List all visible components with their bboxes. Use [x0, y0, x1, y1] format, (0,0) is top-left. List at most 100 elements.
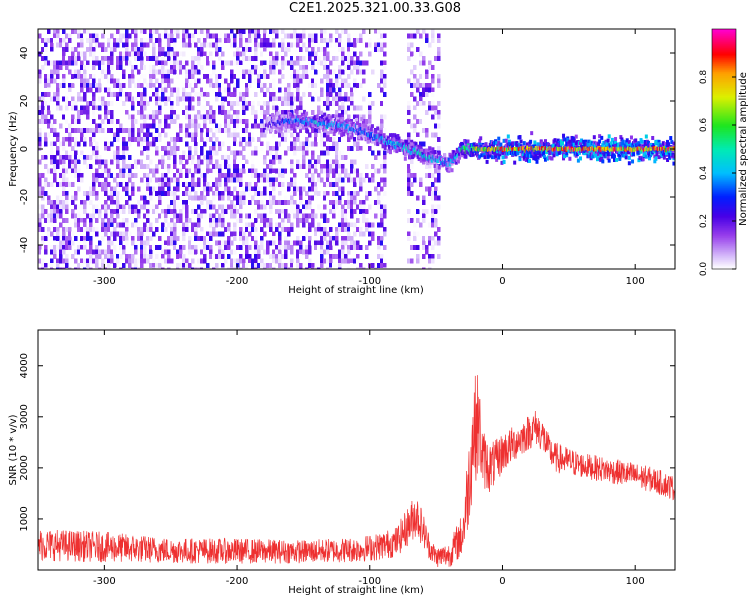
noise-cell: [98, 182, 102, 187]
noise-cell: [233, 60, 237, 66]
noise-cell: [338, 213, 342, 219]
noise-cell: [230, 92, 234, 97]
ridge-cell: [407, 148, 410, 153]
noise-cell: [335, 96, 339, 102]
noise-cell: [290, 110, 294, 115]
noise-cell: [431, 132, 435, 138]
noise-cell: [329, 146, 333, 151]
noise-cell: [185, 60, 189, 66]
noise-cell: [353, 258, 357, 264]
ridge-halo: [310, 116, 314, 121]
noise-cell: [140, 150, 144, 156]
noise-cell: [95, 38, 99, 43]
noise-cell: [65, 47, 69, 52]
noise-cell: [188, 236, 192, 241]
noise-cell: [347, 159, 351, 165]
noise-cell: [353, 231, 357, 237]
noise-cell: [50, 177, 54, 183]
noise-cell: [173, 200, 177, 205]
noise-cell: [62, 186, 66, 192]
noise-cell: [44, 236, 48, 241]
noise-cell: [155, 69, 159, 75]
noise-cell: [284, 87, 288, 93]
noise-cell: [188, 101, 192, 106]
noise-cell: [290, 222, 294, 228]
noise-cell: [80, 87, 84, 93]
noise-cell: [77, 51, 81, 57]
noise-cell: [275, 137, 279, 142]
noise-cell: [152, 69, 156, 75]
noise-cell: [206, 168, 210, 174]
noise-cell: [131, 258, 135, 264]
noise-cell: [182, 96, 186, 102]
noise-cell: [338, 69, 342, 75]
noise-cell: [284, 33, 288, 39]
noise-cell: [116, 195, 120, 201]
noise-cell: [44, 164, 48, 169]
noise-cell: [311, 155, 315, 160]
noise-cell: [149, 141, 153, 147]
noise-cell: [236, 119, 240, 124]
noise-cell: [89, 155, 93, 160]
noise-cell: [167, 240, 171, 246]
noise-cell: [182, 245, 186, 250]
noise-cell: [332, 87, 336, 93]
noise-cell: [335, 155, 339, 160]
noise-cell: [329, 177, 333, 183]
noise-cell: [74, 222, 78, 228]
noise-cell: [50, 42, 54, 48]
noise-cell: [122, 56, 126, 61]
ridge-halo: [397, 136, 401, 141]
noise-cell: [431, 173, 435, 178]
noise-cell: [167, 249, 171, 255]
noise-cell: [143, 29, 147, 34]
noise-cell: [434, 123, 438, 129]
noise-cell: [305, 47, 309, 52]
noise-cell: [353, 78, 357, 84]
ridge-halo: [329, 115, 333, 120]
noise-cell: [215, 92, 219, 97]
noise-cell: [122, 236, 126, 241]
noise-cell: [83, 240, 87, 246]
noise-cell: [407, 101, 411, 106]
noise-cell: [176, 123, 180, 129]
noise-cell: [146, 186, 150, 192]
noise-cell: [326, 56, 330, 61]
noise-cell: [44, 60, 48, 66]
noise-cell: [131, 51, 135, 57]
noise-cell: [254, 254, 258, 259]
noise-cell: [248, 177, 252, 183]
noise-cell: [281, 164, 285, 169]
ridge-halo: [315, 114, 319, 119]
noise-cell: [116, 38, 120, 43]
noise-cell: [140, 38, 144, 43]
noise-cell: [224, 245, 228, 250]
noise-cell: [365, 245, 369, 250]
noise-cell: [245, 213, 249, 219]
noise-cell: [410, 258, 414, 264]
noise-cell: [140, 74, 144, 79]
noise-cell: [221, 110, 225, 115]
noise-cell: [263, 168, 267, 174]
noise-cell: [95, 191, 99, 196]
noise-cell: [86, 38, 90, 43]
noise-cell: [89, 47, 93, 52]
noise-cell: [134, 218, 138, 223]
noise-cell: [374, 155, 378, 160]
noise-cell: [38, 69, 42, 75]
ridge-halo: [530, 131, 534, 136]
ridge-halo: [317, 129, 321, 134]
noise-cell: [152, 177, 156, 183]
noise-cell: [119, 51, 123, 57]
noise-cell: [272, 42, 276, 48]
noise-cell: [416, 119, 420, 124]
noise-cell: [281, 65, 285, 70]
noise-cell: [47, 168, 51, 174]
noise-cell: [314, 182, 318, 187]
ridge-halo: [386, 136, 390, 141]
noise-cell: [179, 60, 183, 66]
noise-cell: [320, 263, 324, 268]
noise-cell: [215, 33, 219, 39]
noise-cell: [98, 87, 102, 93]
noise-cell: [410, 69, 414, 75]
